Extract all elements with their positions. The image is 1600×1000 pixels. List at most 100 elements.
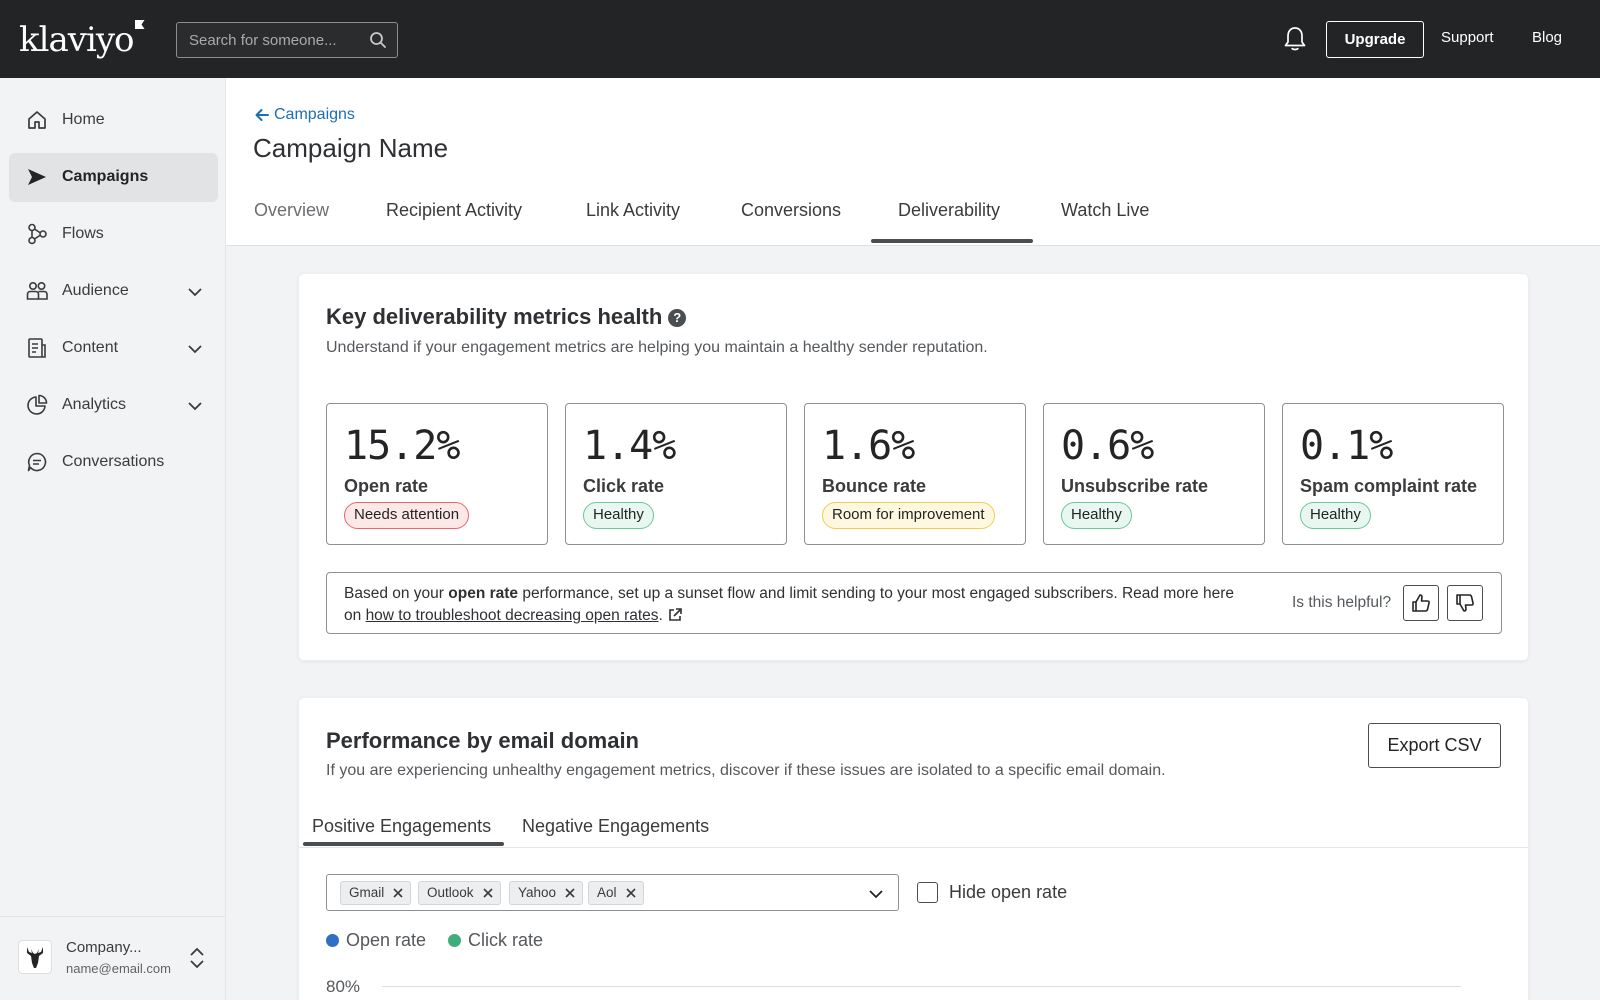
legend-open-rate-label: Open rate xyxy=(346,930,427,950)
sidebar-item-conversations[interactable]: Conversations xyxy=(9,438,218,487)
sidebar-item-label: Home xyxy=(62,111,105,128)
top-bar: klaviyo Upgrade Support Blog xyxy=(0,0,1600,78)
active-subtab-indicator xyxy=(303,842,504,846)
domain-multiselect[interactable]: Gmail Outlook Yahoo Aol xyxy=(326,874,899,911)
subtab-negative-engagements[interactable]: Negative Engagements xyxy=(522,816,710,836)
status-badge: Needs attention xyxy=(344,502,470,529)
sidebar-item-flows[interactable]: Flows xyxy=(9,210,218,259)
advice-suffix: . xyxy=(658,607,663,624)
chevron-down-icon[interactable] xyxy=(187,284,203,300)
sidebar-item-campaigns[interactable]: Campaigns xyxy=(9,153,218,202)
advice-prefix: Based on your xyxy=(344,585,449,602)
help-icon[interactable]: ? xyxy=(668,309,687,327)
search-input[interactable] xyxy=(189,23,365,57)
subtab-divider xyxy=(299,847,1528,848)
tab-link-activity[interactable]: Link Activity xyxy=(586,200,681,220)
legend-click-rate-label: Click rate xyxy=(468,930,544,950)
card-subtitle: Understand if your engagement metrics ar… xyxy=(326,339,988,356)
remove-chip-icon[interactable] xyxy=(625,888,636,898)
status-badge: Room for improvement xyxy=(822,502,995,529)
performance-by-domain-card: Performance by email domain If you are e… xyxy=(298,697,1529,1000)
metric-value: 15.2% xyxy=(344,423,460,469)
chevron-down-icon[interactable] xyxy=(187,341,203,357)
home-icon xyxy=(28,111,46,129)
chip-gmail: Gmail xyxy=(340,881,412,905)
sidebar-item-content[interactable]: Content xyxy=(9,324,218,373)
status-badge: Healthy xyxy=(1300,502,1371,529)
chip-label: Yahoo xyxy=(518,885,557,900)
search-box[interactable] xyxy=(176,22,398,58)
sidebar-item-label: Conversations xyxy=(62,453,165,470)
moose-logo-icon xyxy=(27,947,43,968)
external-link-icon[interactable] xyxy=(667,607,683,623)
advice-middle: performance, set up a sunset flow and li… xyxy=(344,585,1234,624)
metric-label: Unsubscribe rate xyxy=(1061,476,1209,496)
sidebar-item-label: Audience xyxy=(62,282,129,299)
search-icon[interactable] xyxy=(369,31,387,49)
advice-bold: open rate xyxy=(448,585,519,602)
notifications-bell-icon[interactable] xyxy=(1283,26,1307,52)
metric-label: Bounce rate xyxy=(822,476,927,496)
card-title: Performance by email domain xyxy=(326,728,639,753)
deliverability-health-card: Key deliverability metrics health? Under… xyxy=(298,273,1529,661)
chevron-down-icon[interactable] xyxy=(868,886,884,902)
campaign-header: Campaigns Campaign Name Overview Recipie… xyxy=(226,78,1600,246)
metric-label: Open rate xyxy=(344,476,429,496)
back-to-campaigns-link[interactable]: Campaigns xyxy=(254,106,355,124)
conversations-icon xyxy=(27,452,47,472)
blog-link[interactable]: Blog xyxy=(1532,29,1563,46)
sidebar-item-label: Analytics xyxy=(62,396,127,413)
metric-bounce-rate: 1.6% Bounce rate Room for improvement xyxy=(804,403,1026,545)
chevron-up-down-icon[interactable] xyxy=(188,945,206,971)
troubleshoot-open-rates-link[interactable]: how to troubleshoot decreasing open rate… xyxy=(365,607,659,624)
card-subtitle: If you are experiencing unhealthy engage… xyxy=(326,762,1166,779)
recommendation-box: Based on your open rate performance, set… xyxy=(326,572,1502,634)
thumbs-down-button[interactable] xyxy=(1447,585,1483,621)
analytics-icon xyxy=(27,394,48,415)
subtab-positive-engagements[interactable]: Positive Engagements xyxy=(312,816,492,836)
page-title: Campaign Name xyxy=(253,133,449,163)
tab-conversions[interactable]: Conversions xyxy=(741,200,842,220)
sidebar-item-audience[interactable]: Audience xyxy=(9,267,218,316)
hide-open-rate-checkbox[interactable] xyxy=(917,882,938,903)
chevron-down-icon[interactable] xyxy=(187,398,203,414)
account-switcher[interactable]: Company... name@email.com xyxy=(0,916,225,1000)
tab-deliverability[interactable]: Deliverability xyxy=(898,200,1001,220)
support-link[interactable]: Support xyxy=(1441,29,1494,46)
account-name: Company... xyxy=(66,939,142,956)
metric-spam-complaint-rate: 0.1% Spam complaint rate Healthy xyxy=(1282,403,1504,545)
sidebar-item-home[interactable]: Home xyxy=(9,96,218,145)
sidebar-item-analytics[interactable]: Analytics xyxy=(9,381,218,430)
export-csv-button[interactable]: Export CSV xyxy=(1368,723,1501,768)
tab-recipient-activity[interactable]: Recipient Activity xyxy=(386,200,523,220)
audience-icon xyxy=(26,281,48,300)
tab-overview[interactable]: Overview xyxy=(254,200,330,220)
metric-value: 1.6% xyxy=(822,423,915,469)
tab-watch-live[interactable]: Watch Live xyxy=(1061,200,1150,220)
chart-gridline xyxy=(382,986,1461,987)
hide-open-rate-label[interactable]: Hide open rate xyxy=(949,882,1068,902)
remove-chip-icon[interactable] xyxy=(393,888,403,898)
metric-label: Spam complaint rate xyxy=(1300,476,1478,496)
thumbs-up-button[interactable] xyxy=(1403,585,1439,621)
metric-unsubscribe-rate: 0.6% Unsubscribe rate Healthy xyxy=(1043,403,1265,545)
chip-label: Outlook xyxy=(427,885,474,900)
klaviyo-logo[interactable]: klaviyo xyxy=(19,20,145,59)
content-icon xyxy=(28,338,46,358)
metric-value: 1.4% xyxy=(583,423,676,469)
remove-chip-icon[interactable] xyxy=(565,888,575,898)
flows-icon xyxy=(28,223,47,245)
arrow-left-icon xyxy=(255,109,269,121)
metric-open-rate: 15.2% Open rate Needs attention xyxy=(326,403,548,545)
remove-chip-icon[interactable] xyxy=(482,888,493,898)
card-title-text: Key deliverability metrics health xyxy=(326,304,663,329)
sidebar-item-label: Content xyxy=(62,339,119,356)
upgrade-button[interactable]: Upgrade xyxy=(1326,21,1424,58)
thumbs-down-icon xyxy=(1456,594,1474,612)
active-tab-indicator xyxy=(871,239,1033,243)
status-badge: Healthy xyxy=(1061,502,1132,529)
back-link-label: Campaigns xyxy=(274,106,355,123)
recommendation-text: Based on your open rate performance, set… xyxy=(344,583,1254,627)
legend-open-rate-dot xyxy=(326,934,339,947)
chip-outlook: Outlook xyxy=(418,881,501,905)
